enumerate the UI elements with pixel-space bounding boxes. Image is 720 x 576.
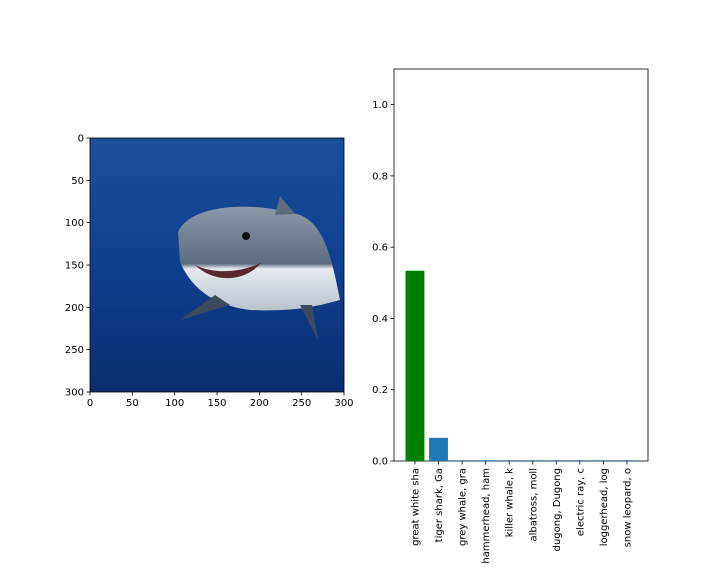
x-tick-label: great white sha (410, 468, 421, 546)
x-tick-label: dugong, Dugong (552, 468, 563, 551)
axes-frame (393, 68, 649, 462)
y-tick-label: 200 (65, 303, 84, 314)
x-tick-label: 100 (165, 398, 184, 409)
x-tick-label: 150 (207, 398, 226, 409)
x-tick-label: killer whale, k (505, 468, 516, 538)
x-tick-label: 250 (292, 398, 311, 409)
x-tick-label: 300 (334, 398, 353, 409)
y-tick-label: 0.2 (372, 385, 388, 396)
x-tick-label: tiger shark, Ga (434, 468, 445, 542)
shark-fin (300, 305, 318, 340)
x-tick-label: 200 (250, 398, 269, 409)
x-tick-label: electric ray, c (575, 468, 586, 536)
y-tick-label: 300 (65, 388, 84, 399)
shark-mouth (195, 262, 262, 279)
shark-fin (275, 196, 295, 215)
bar-panel (393, 68, 649, 462)
y-tick-label: 0.6 (372, 243, 388, 254)
y-tick-label: 250 (65, 345, 84, 356)
bar (429, 437, 448, 461)
y-tick-label: 150 (65, 261, 84, 272)
x-tick-label: albatross, moll (528, 468, 539, 542)
bar (405, 270, 425, 461)
y-tick-label: 50 (71, 176, 84, 187)
y-tick-label: 1.0 (372, 100, 388, 111)
y-tick-label: 100 (65, 218, 84, 229)
x-tick-label: snow leopard, o (623, 468, 634, 547)
y-tick-label: 0.4 (372, 314, 388, 325)
shark-eye (242, 232, 250, 240)
y-tick-label: 0.0 (372, 457, 388, 468)
bar (570, 460, 590, 461)
bar (523, 460, 543, 461)
x-tick-label: 50 (126, 398, 139, 409)
x-tick-label: grey whale, gra (458, 468, 469, 546)
x-tick-label: loggerhead, log (599, 468, 610, 546)
bar (452, 460, 472, 461)
bar (476, 460, 496, 461)
x-tick-label: hammerhead, ham (481, 468, 492, 564)
bar (546, 460, 566, 461)
y-tick-label: 0 (78, 134, 84, 145)
shark-fin (180, 295, 230, 320)
bar (594, 460, 613, 461)
x-tick-label: 0 (87, 398, 93, 409)
image-panel (89, 137, 345, 393)
bar (617, 460, 637, 461)
y-tick-label: 0.8 (372, 171, 388, 182)
shark-body (178, 206, 340, 311)
bar (499, 460, 519, 461)
